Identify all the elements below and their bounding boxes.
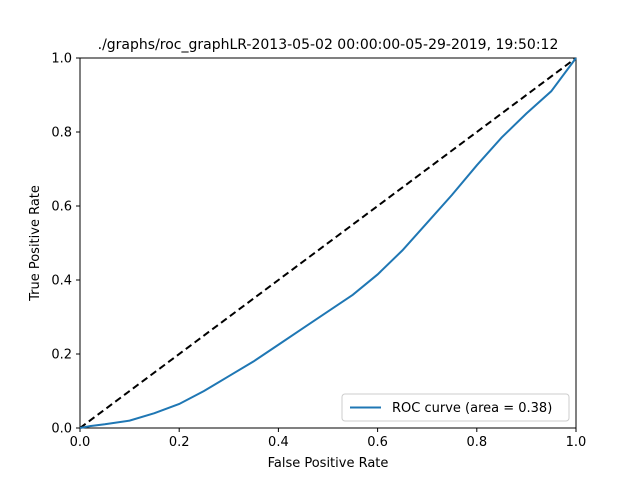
- x-tick-label: 0.2: [169, 435, 190, 450]
- legend-box: [341, 393, 570, 422]
- y-tick-label: 0.0: [51, 422, 72, 437]
- x-tick-label: 0.0: [70, 435, 91, 450]
- x-axis-label: False Positive Rate: [268, 456, 389, 471]
- y-tick-label: 0.2: [51, 348, 72, 363]
- x-axis-ticks: 0.0 0.2 0.4 0.6 0.8 1.0: [70, 428, 587, 450]
- legend-label: ROC curve (area = 0.38): [392, 401, 552, 416]
- x-tick-label: 1.0: [566, 435, 587, 450]
- chart-title: ./graphs/roc_graphLR-2013-05-02 00:00:00…: [98, 37, 559, 53]
- y-tick-label: 1.0: [51, 52, 72, 67]
- y-tick-label: 0.6: [51, 200, 72, 215]
- roc-curve-line: [79, 57, 577, 429]
- y-tick-label: 0.8: [51, 126, 72, 141]
- x-tick-label: 0.8: [466, 435, 487, 450]
- chance-diagonal-line: [79, 57, 577, 429]
- series-layer: [79, 57, 577, 429]
- y-tick-label: 0.4: [51, 274, 72, 289]
- x-tick-label: 0.4: [268, 435, 289, 450]
- y-axis-label: True Positive Rate: [28, 185, 43, 302]
- x-tick-label: 0.6: [367, 435, 388, 450]
- legend: ROC curve (area = 0.38): [341, 393, 570, 422]
- y-axis-ticks: 0.0 0.2 0.4 0.6 0.8 1.0: [51, 52, 80, 437]
